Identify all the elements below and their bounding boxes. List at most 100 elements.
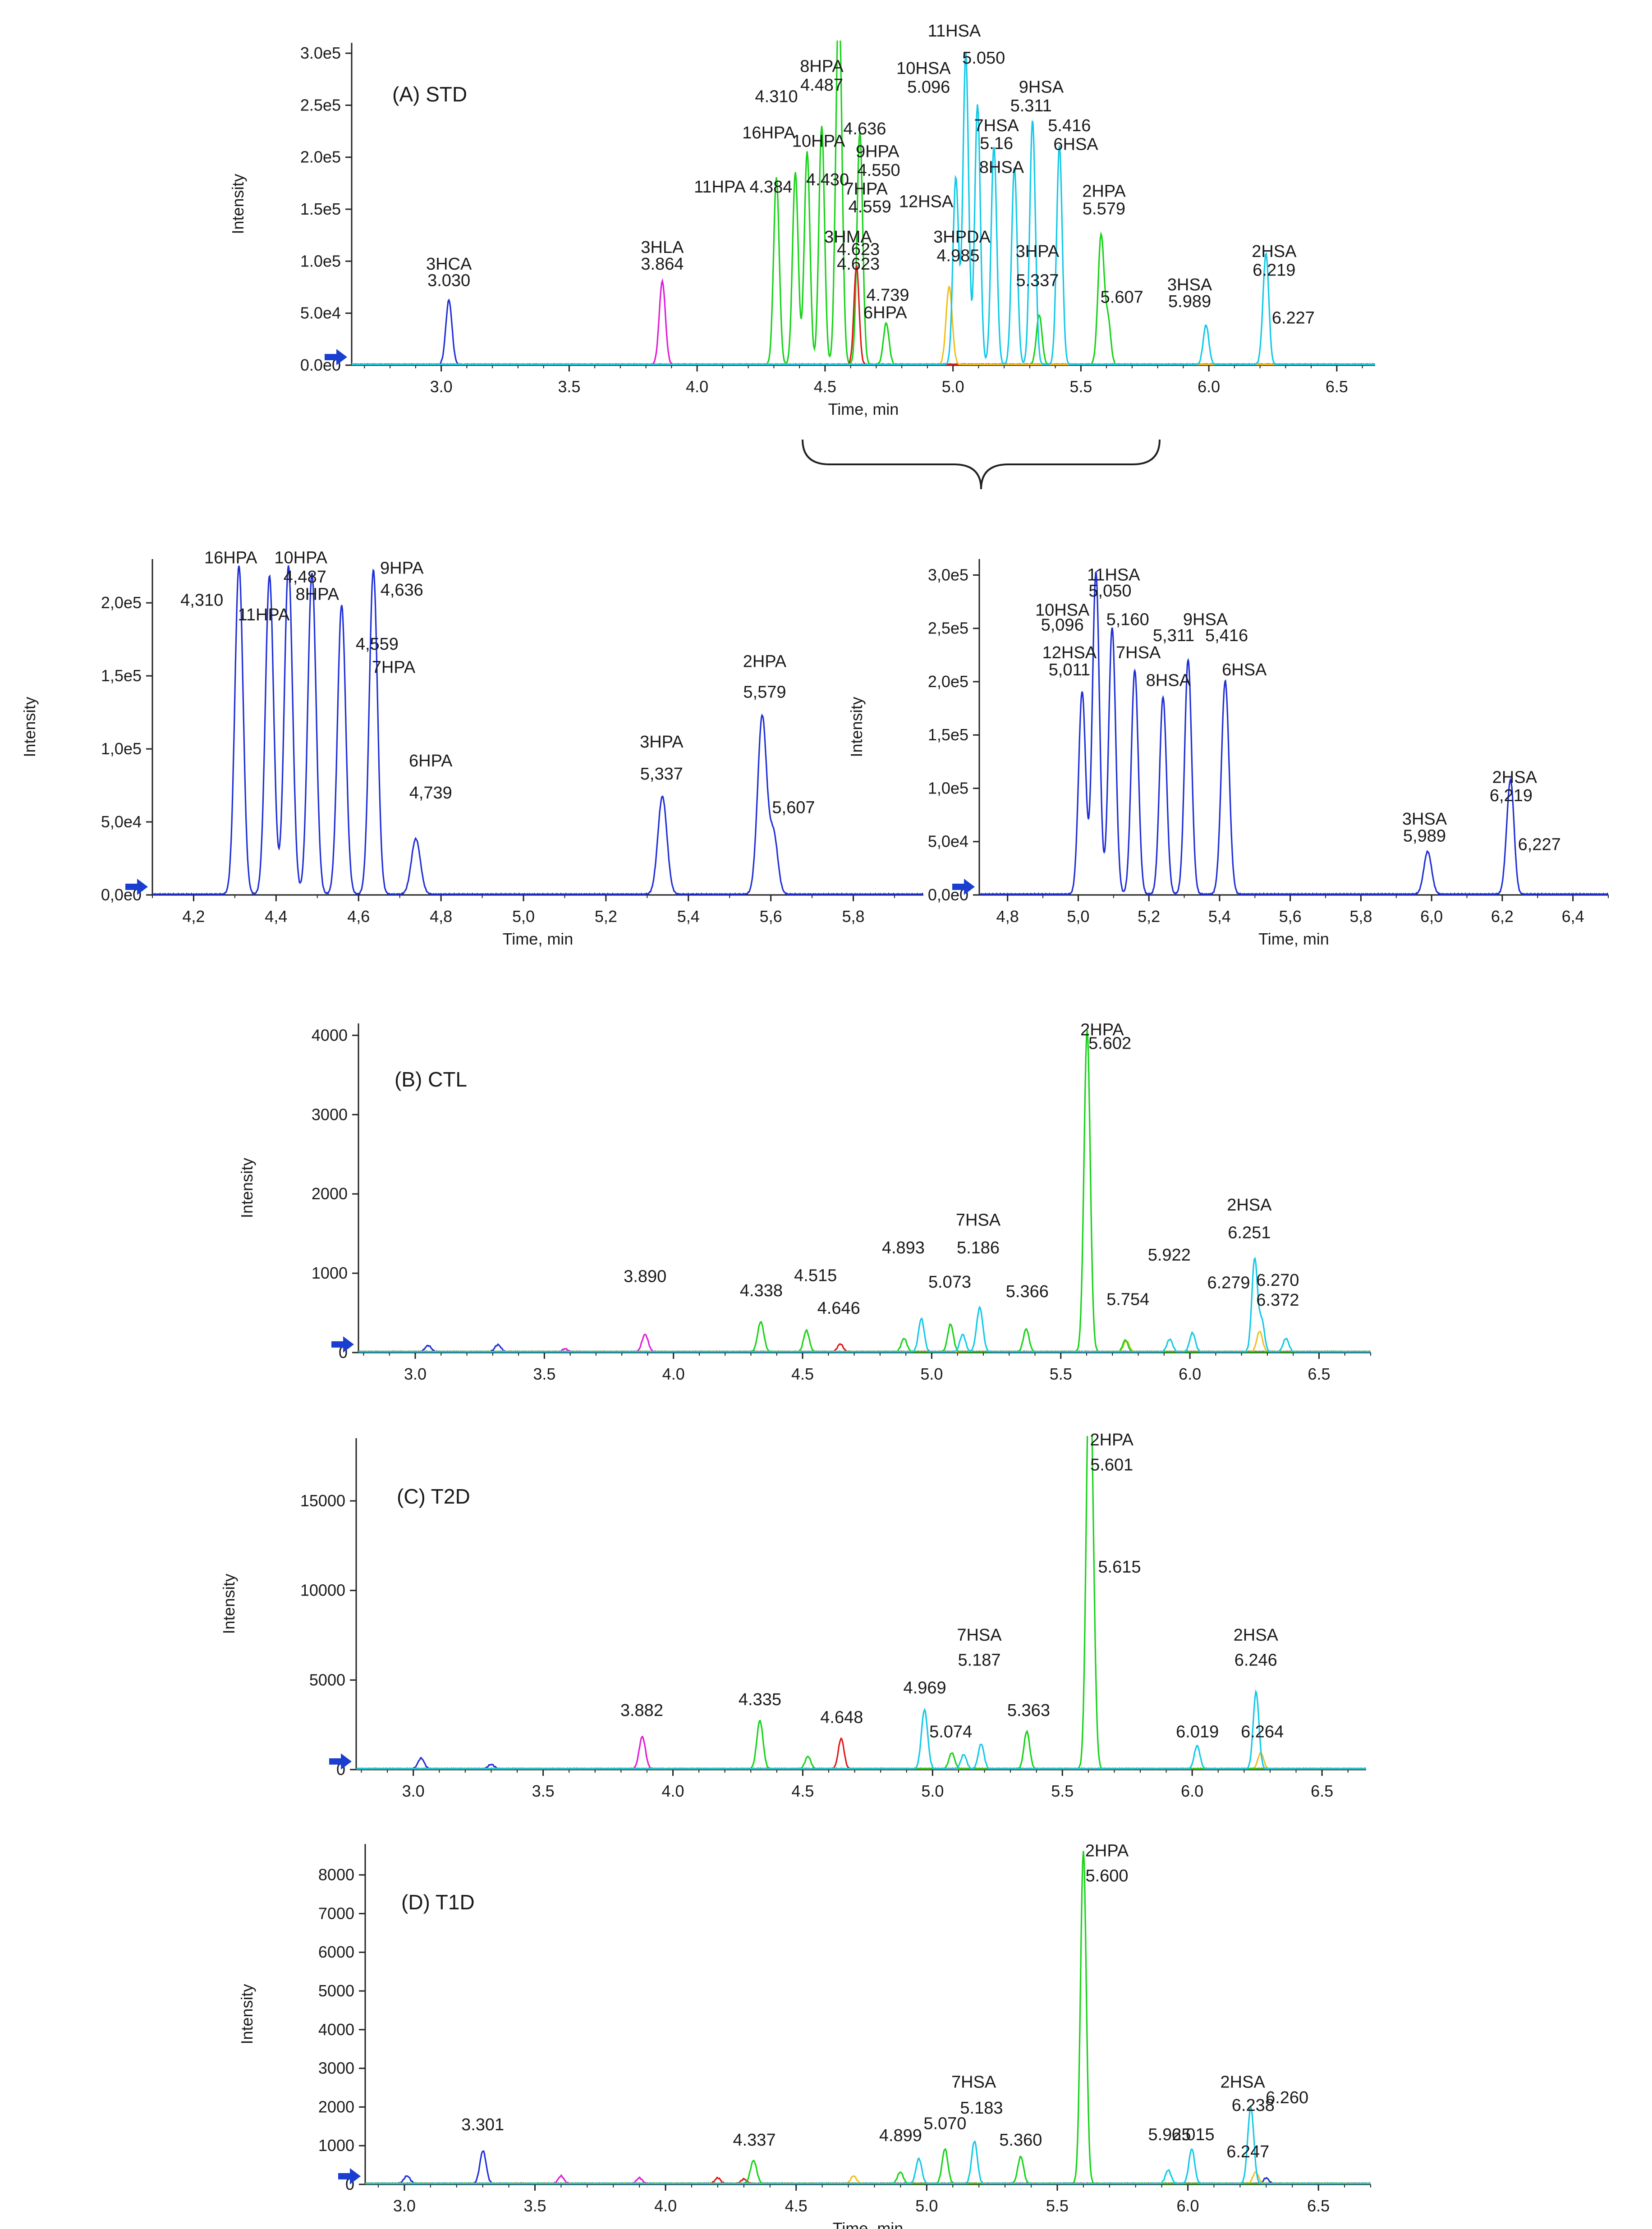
x-tick-label: 3.0 bbox=[402, 1782, 425, 1800]
peak-annotation: 5,416 bbox=[1205, 626, 1248, 645]
peak-annotation: 5,337 bbox=[640, 765, 683, 784]
y-axis-title: Intensity bbox=[238, 1984, 256, 2044]
peak-annotation: 7HSA bbox=[957, 1626, 1002, 1645]
series-trace-blue bbox=[365, 2150, 1371, 2184]
peak-annotation: 8HSA bbox=[1146, 671, 1191, 690]
series-trace-yellow bbox=[356, 1751, 1366, 1770]
peak-annotation: 7HSA bbox=[951, 2073, 996, 2092]
peak-annotation: 6HPA bbox=[409, 752, 453, 771]
peak-annotation: 4.559 bbox=[849, 197, 891, 216]
peak-annotation: 5,050 bbox=[1088, 582, 1131, 601]
peak-annotation: 4.969 bbox=[904, 1679, 946, 1697]
y-axis-title: Intensity bbox=[238, 1158, 256, 1218]
series-trace-cyan bbox=[365, 2105, 1371, 2184]
peak-annotation: 5,160 bbox=[1106, 610, 1149, 629]
peak-annotation: 4.487 bbox=[800, 76, 843, 95]
x-tick-label: 4.5 bbox=[785, 2197, 808, 2215]
peak-annotation: 4.335 bbox=[739, 1690, 781, 1709]
peak-annotation: 5.754 bbox=[1106, 1290, 1149, 1309]
x-tick-label: 6.0 bbox=[1181, 1782, 1203, 1800]
peak-annotation: 5.070 bbox=[923, 2114, 966, 2133]
y-tick-label: 2.0e5 bbox=[300, 148, 341, 166]
x-tick-label: 4,4 bbox=[265, 907, 287, 926]
peak-annotation: 6,219 bbox=[1490, 786, 1533, 805]
y-tick-label: 2000 bbox=[312, 1184, 348, 1203]
y-tick-label: 3.0e5 bbox=[300, 44, 341, 62]
y-tick-label: 1,5e5 bbox=[928, 725, 968, 744]
y-tick-label: 1,5e5 bbox=[101, 666, 142, 685]
y-tick-label: 3000 bbox=[312, 1105, 348, 1124]
series-trace-cyan bbox=[356, 1689, 1366, 1770]
x-tick-label: 6,2 bbox=[1491, 907, 1514, 926]
y-tick-label: 15000 bbox=[300, 1491, 345, 1510]
peak-annotation: 5,989 bbox=[1403, 827, 1446, 846]
peak-annotation: 5.050 bbox=[962, 49, 1005, 68]
x-tick-label: 4.5 bbox=[791, 1782, 814, 1800]
peak-annotation: 4.985 bbox=[936, 246, 979, 265]
x-tick-label: 6.5 bbox=[1308, 1365, 1330, 1383]
series-trace-green bbox=[356, 1436, 1366, 1770]
peak-annotation: 10HSA bbox=[1035, 601, 1090, 619]
peak-annotation: 4.646 bbox=[817, 1299, 860, 1318]
peak-annotation: 4.430 bbox=[806, 170, 849, 189]
peak-annotation: 3HPA bbox=[1016, 242, 1060, 261]
x-axis-title: Time, min bbox=[1258, 930, 1329, 948]
y-tick-label: 2000 bbox=[318, 2097, 354, 2116]
peak-annotation: 5.601 bbox=[1090, 1456, 1133, 1475]
y-tick-label: 8000 bbox=[318, 1866, 354, 1884]
peak-annotation: 2HPA bbox=[1082, 182, 1126, 201]
peak-annotation: 10HSA bbox=[896, 59, 951, 78]
x-tick-label: 5,4 bbox=[677, 907, 700, 926]
x-tick-label: 5,4 bbox=[1208, 907, 1231, 926]
y-axis-title: Intensity bbox=[220, 1573, 238, 1634]
y-tick-label: 2,0e5 bbox=[101, 593, 142, 612]
x-axis-title: Time, min bbox=[828, 400, 899, 418]
peak-annotation: 5.187 bbox=[958, 1651, 1000, 1670]
peak-annotation: 4.338 bbox=[740, 1281, 783, 1300]
x-tick-label: 3.5 bbox=[523, 2197, 546, 2215]
y-tick-label: 5000 bbox=[309, 1670, 345, 1689]
x-tick-label: 4.0 bbox=[654, 2197, 677, 2215]
peak-annotation: 5,096 bbox=[1041, 615, 1084, 634]
x-tick-label: 5.5 bbox=[1050, 1365, 1072, 1383]
peak-annotation: 4.623 bbox=[837, 255, 880, 274]
peak-annotation: 3HPA bbox=[640, 733, 684, 752]
y-tick-label: 3000 bbox=[318, 2059, 354, 2078]
x-tick-label: 6.0 bbox=[1198, 377, 1220, 396]
peak-annotation: 4.337 bbox=[733, 2131, 776, 2150]
y-tick-label: 1,0e5 bbox=[101, 739, 142, 758]
peak-annotation: 5.600 bbox=[1085, 1867, 1128, 1885]
peak-annotation: 3.882 bbox=[620, 1701, 663, 1720]
baseline-arrow-icon bbox=[338, 2168, 361, 2184]
chart-a-zoom-hpa: 4,2 4,4 4,6 4,8 5,0 5,2 5,4 5,6 5,80,0e05,0e41,0… bbox=[20, 549, 923, 948]
y-tick-label: 1.0e5 bbox=[300, 252, 341, 270]
peak-annotation: 11HSA bbox=[1087, 565, 1140, 584]
peak-annotation: 6HSA bbox=[1222, 660, 1267, 679]
peak-annotation: 4.623 bbox=[837, 240, 880, 259]
peak-annotation: 5.074 bbox=[929, 1722, 972, 1741]
peak-annotation: 3.030 bbox=[427, 271, 470, 290]
x-tick-label: 4,8 bbox=[996, 907, 1019, 926]
peak-annotation: 5,311 bbox=[1153, 626, 1194, 645]
peak-annotation: 8HSA bbox=[979, 158, 1024, 177]
peak-annotation: 4,739 bbox=[409, 784, 452, 803]
peak-annotation: 4.893 bbox=[882, 1238, 925, 1257]
peak-annotation: 3HMA bbox=[824, 228, 872, 247]
x-tick-label: 4.5 bbox=[791, 1365, 814, 1383]
peak-annotation: 6.260 bbox=[1266, 2088, 1308, 2107]
x-tick-label: 6.5 bbox=[1311, 1782, 1333, 1800]
x-tick-label: 3.0 bbox=[393, 2197, 416, 2215]
peak-annotation: 5.607 bbox=[1101, 288, 1143, 307]
peak-annotation: 7HSA bbox=[1116, 643, 1161, 662]
peak-annotation: 2HSA bbox=[1221, 2073, 1266, 2092]
peak-annotation: 4,636 bbox=[381, 581, 423, 600]
peak-annotation: 6.270 bbox=[1256, 1271, 1299, 1290]
peak-annotation: 4.550 bbox=[858, 161, 900, 180]
chart-a: 3.0 3.5 4.0 4.5 5.0 5.5 6.0 6.50.0e05.0e41.0e51… bbox=[229, 22, 1375, 418]
y-tick-label: 2.5e5 bbox=[300, 96, 341, 114]
x-tick-label: 5,6 bbox=[760, 907, 782, 926]
chart-c: 3.0 3.5 4.0 4.5 5.0 5.5 6.0 6.5050001000015000I… bbox=[220, 1431, 1366, 1800]
peak-annotation: 4,487 bbox=[284, 568, 326, 587]
peak-annotation: 6.227 bbox=[1272, 309, 1315, 328]
x-tick-label: 6.0 bbox=[1177, 2197, 1199, 2215]
